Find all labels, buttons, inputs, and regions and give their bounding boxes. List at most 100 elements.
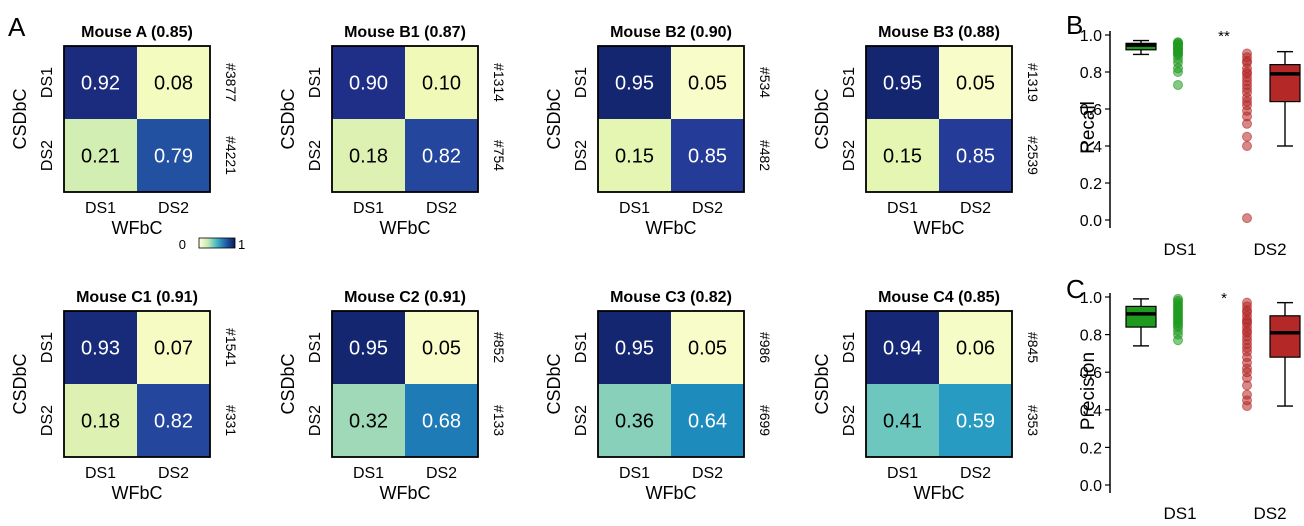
y-tick-label: 0.2 xyxy=(1080,176,1102,193)
significance-marker: ** xyxy=(1218,28,1230,45)
heatmap-cell-value: 0.95 xyxy=(349,338,388,360)
heatmap-cell-value: 0.82 xyxy=(422,146,461,168)
heatmap-row-label: DS1 xyxy=(573,67,590,98)
heatmap-cell-value: 0.95 xyxy=(883,73,922,95)
colorbar-gradient xyxy=(198,237,236,249)
y-axis-label: Precision xyxy=(1078,352,1099,430)
heatmap-cell-value: 0.59 xyxy=(956,411,995,433)
heatmap-col-label: DS1 xyxy=(353,200,384,217)
heatmap-row-count: #845 xyxy=(1025,332,1041,363)
heatmap-col-label: DS2 xyxy=(426,465,457,482)
y-tick-label: 0.4 xyxy=(1080,403,1102,420)
heatmap-row-label: DS2 xyxy=(39,405,56,436)
heatmap-cell-value: 0.82 xyxy=(154,411,193,433)
heatmap-row-count: #482 xyxy=(757,140,773,171)
heatmap-cell xyxy=(64,119,137,192)
heatmap-title: Mouse C3 (0.82) xyxy=(610,289,732,306)
heatmap-cell xyxy=(137,46,210,119)
heatmap-row-label: DS1 xyxy=(39,332,56,363)
heatmap-col-label: DS2 xyxy=(960,465,991,482)
heatmap-col-label: DS1 xyxy=(619,465,650,482)
heatmap-row-count: #1541 xyxy=(223,328,239,367)
heatmap-cell xyxy=(405,46,478,119)
heatmap-col-label: DS2 xyxy=(158,200,189,217)
heatmap-border xyxy=(597,310,745,458)
heatmap-cell xyxy=(866,119,939,192)
heatmap-cell xyxy=(598,311,671,384)
heatmap-title: Mouse B3 (0.88) xyxy=(878,24,1000,41)
heatmap-xlabel: WFbC xyxy=(380,483,431,503)
heatmap-cell-value: 0.21 xyxy=(81,146,120,168)
heatmap-row-count: #133 xyxy=(491,405,507,436)
heatmap-row-count: #986 xyxy=(757,332,773,363)
heatmap-cell xyxy=(598,119,671,192)
heatmap-col-label: DS1 xyxy=(353,465,384,482)
heatmap-ylabel: CSDbC xyxy=(812,88,832,149)
heatmap-cell xyxy=(939,46,1012,119)
heatmap-cell xyxy=(598,384,671,457)
heatmap-cell xyxy=(405,384,478,457)
significance-marker: * xyxy=(1221,290,1227,307)
heatmap-cell xyxy=(671,119,744,192)
x-category-label: DS2 xyxy=(1253,504,1286,521)
heatmap-col-label: DS1 xyxy=(887,465,918,482)
heatmap-cell-value: 0.15 xyxy=(615,146,654,168)
heatmap-ylabel: CSDbC xyxy=(544,353,564,414)
heatmap-cell xyxy=(137,311,210,384)
heatmap-col-label: DS1 xyxy=(887,200,918,217)
heatmap-title: Mouse B1 (0.87) xyxy=(344,24,466,41)
heatmap-cell-value: 0.36 xyxy=(615,411,654,433)
heatmap-cell xyxy=(939,384,1012,457)
heatmap-border xyxy=(865,45,1013,193)
heatmap-cell xyxy=(866,46,939,119)
heatmap-row-count: #2539 xyxy=(1025,136,1041,175)
heatmap-row-label: DS2 xyxy=(39,140,56,171)
heatmap-cell-value: 0.90 xyxy=(349,73,388,95)
y-tick-label: 1.0 xyxy=(1080,290,1102,307)
heatmap-row-label: DS2 xyxy=(573,405,590,436)
data-point xyxy=(1173,67,1183,77)
heatmap-cell-value: 0.05 xyxy=(688,73,727,95)
heatmap-row-label: DS1 xyxy=(841,332,858,363)
heatmap-ylabel: CSDbC xyxy=(10,88,30,149)
heatmap-cell xyxy=(866,311,939,384)
heatmap-ylabel: CSDbC xyxy=(812,353,832,414)
heatmap-cell-value: 0.41 xyxy=(883,411,922,433)
heatmap-ylabel: CSDbC xyxy=(544,88,564,149)
heatmap-ylabel: CSDbC xyxy=(278,88,298,149)
heatmap-cell-value: 0.07 xyxy=(154,338,193,360)
data-point xyxy=(1242,213,1252,224)
heatmap-row-count: #353 xyxy=(1025,405,1041,436)
boxplot-panel: 0.0 0.2 0.4 0.6 0.8 1.0 Precision DS1 DS2 * xyxy=(1078,290,1301,523)
heatmap-cell xyxy=(671,46,744,119)
heatmap-col-label: DS1 xyxy=(85,200,116,217)
heatmap-row-count: #699 xyxy=(757,405,773,436)
heatmap-cell-value: 0.05 xyxy=(688,338,727,360)
heatmap-xlabel: WFbC xyxy=(914,483,965,503)
heatmap-col-label: DS2 xyxy=(426,200,457,217)
heatmap-row-count: #4221 xyxy=(223,136,239,175)
heatmap-cell xyxy=(671,311,744,384)
colorbar-min-label: 0 xyxy=(179,237,186,252)
heatmap-col-label: DS2 xyxy=(960,200,991,217)
box-iqr xyxy=(1125,305,1157,328)
heatmap-title: Mouse C2 (0.91) xyxy=(344,289,466,306)
heatmap-col-label: DS2 xyxy=(158,465,189,482)
box-iqr xyxy=(1269,63,1301,103)
heatmap-xlabel: WFbC xyxy=(112,218,163,238)
x-category-label: DS1 xyxy=(1163,504,1196,521)
heatmap-cell-value: 0.32 xyxy=(349,411,388,433)
heatmap-cell-value: 0.85 xyxy=(956,146,995,168)
y-tick-label: 0.8 xyxy=(1080,328,1102,345)
heatmap-cell-value: 0.18 xyxy=(349,146,388,168)
heatmap-row-label: DS2 xyxy=(307,405,324,436)
